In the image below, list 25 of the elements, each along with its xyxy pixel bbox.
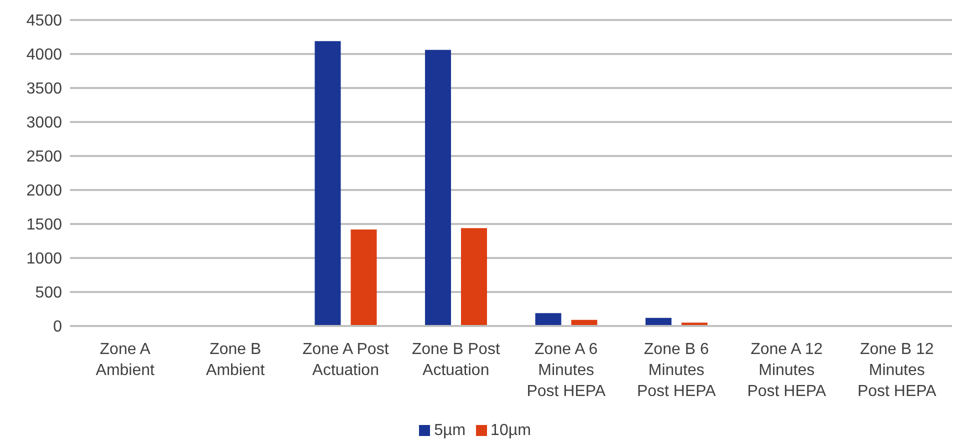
x-tick-label: Zone A 12 Minutes Post HEPA (747, 341, 826, 400)
y-tick-label: 3500 (26, 80, 62, 98)
x-tick-label: Zone A Ambient (96, 341, 156, 379)
x-tick-label: Zone A 6 Minutes Post HEPA (526, 341, 606, 400)
y-tick-label: 4500 (26, 12, 62, 30)
bar (425, 50, 452, 326)
y-tick-label: 1500 (26, 216, 62, 234)
y-tick-label: 4000 (26, 46, 62, 64)
x-tick-label: Zone B Post Actuation (412, 341, 500, 379)
bar (314, 41, 341, 326)
y-tick-label: 2000 (26, 182, 62, 200)
legend-label: 5µm (434, 422, 466, 439)
legend-label: 10µm (490, 422, 531, 439)
y-tick-label: 2500 (26, 148, 62, 166)
bar (535, 313, 562, 326)
y-tick-label: 3000 (26, 114, 62, 132)
y-tick-label: 500 (35, 284, 62, 302)
y-tick-label: 0 (53, 318, 62, 336)
x-tick-label: Zone A Post Actuation (302, 341, 390, 379)
y-tick-label: 1000 (26, 250, 62, 268)
x-tick-label: Zone B 12 Minutes Post HEPA (857, 341, 937, 400)
bar (350, 229, 377, 326)
x-tick-label: Zone B Ambient (206, 341, 266, 379)
bar (461, 228, 488, 326)
x-tick-label: Zone B 6 Minutes Post HEPA (636, 341, 716, 400)
